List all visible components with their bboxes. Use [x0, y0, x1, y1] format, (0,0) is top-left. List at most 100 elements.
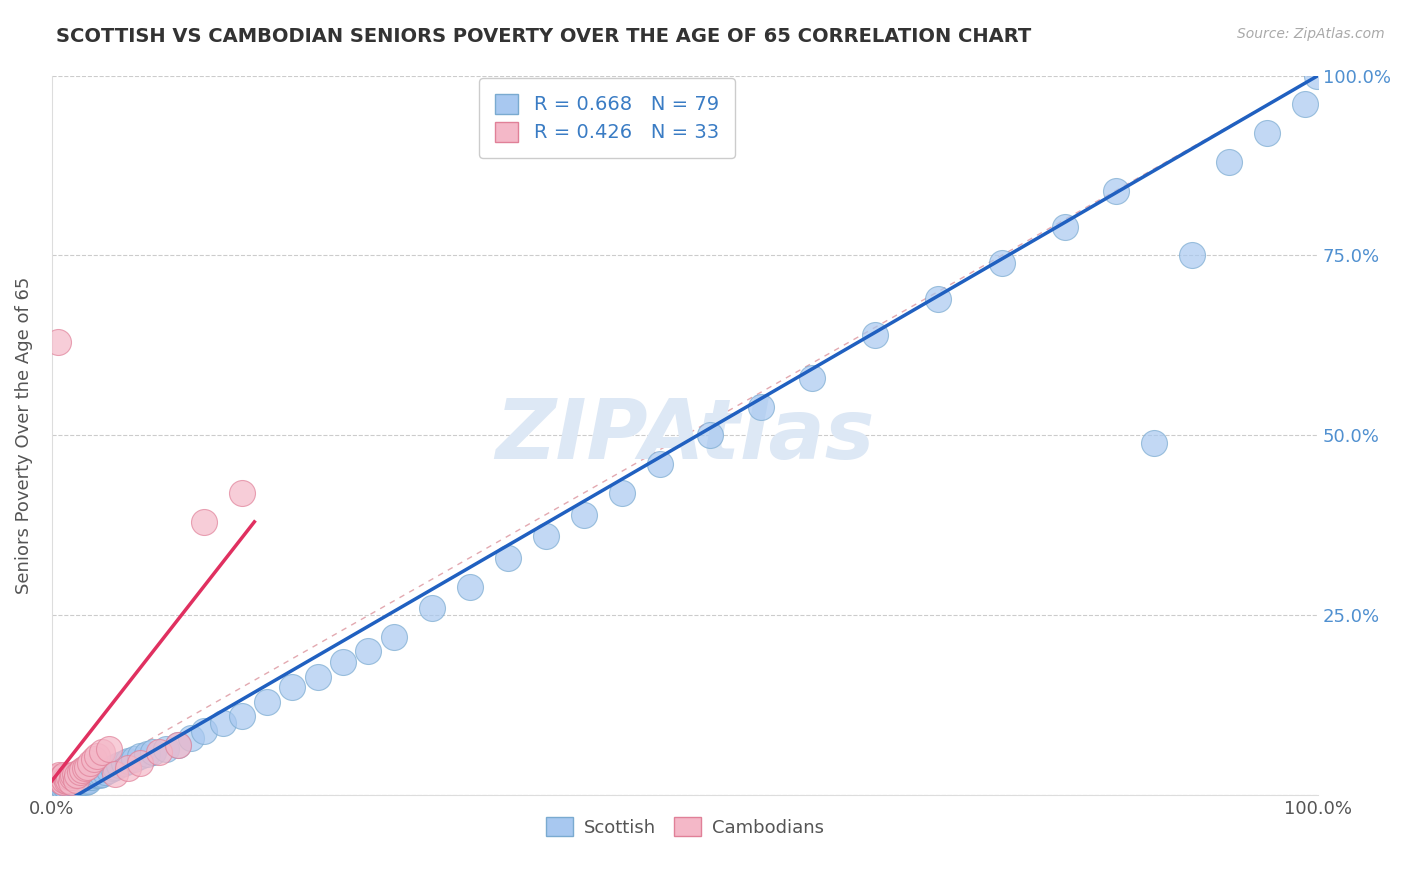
Cambodians: [51, 771, 73, 785]
Scottish: [357, 644, 380, 658]
Scottish: [382, 630, 405, 644]
Scottish: [129, 748, 152, 763]
Scottish: [610, 486, 633, 500]
Cambodians: [58, 771, 80, 785]
Scottish: [77, 774, 100, 789]
Scottish: [60, 774, 83, 789]
Scottish: [49, 778, 72, 792]
Scottish: [66, 778, 89, 792]
Scottish: [58, 778, 80, 792]
Scottish: [231, 709, 253, 723]
Scottish: [55, 775, 77, 789]
Scottish: [180, 731, 202, 745]
Cambodians: [46, 334, 69, 349]
Cambodians: [49, 774, 72, 789]
Scottish: [58, 774, 80, 789]
Scottish: [56, 772, 79, 787]
Cambodians: [148, 745, 170, 759]
Cambodians: [58, 772, 80, 787]
Scottish: [91, 766, 114, 780]
Legend: Scottish, Cambodians: Scottish, Cambodians: [538, 810, 831, 844]
Scottish: [749, 400, 772, 414]
Text: ZIPAtlas: ZIPAtlas: [495, 395, 875, 476]
Scottish: [75, 775, 97, 789]
Scottish: [112, 756, 135, 770]
Scottish: [70, 775, 93, 789]
Cambodians: [69, 765, 91, 780]
Scottish: [73, 771, 96, 785]
Cambodians: [117, 761, 139, 775]
Scottish: [53, 771, 76, 785]
Cambodians: [56, 774, 79, 789]
Y-axis label: Seniors Poverty Over the Age of 65: Seniors Poverty Over the Age of 65: [15, 277, 32, 594]
Scottish: [193, 723, 215, 738]
Scottish: [496, 550, 519, 565]
Scottish: [79, 771, 101, 785]
Scottish: [990, 255, 1012, 269]
Scottish: [420, 601, 443, 615]
Scottish: [94, 765, 117, 780]
Scottish: [927, 292, 949, 306]
Scottish: [167, 738, 190, 752]
Scottish: [76, 772, 98, 787]
Scottish: [1256, 126, 1278, 140]
Scottish: [211, 716, 233, 731]
Cambodians: [60, 771, 83, 785]
Scottish: [281, 681, 304, 695]
Scottish: [572, 508, 595, 522]
Scottish: [66, 768, 89, 782]
Scottish: [72, 774, 94, 789]
Cambodians: [65, 772, 87, 787]
Cambodians: [52, 775, 75, 789]
Scottish: [1104, 184, 1126, 198]
Scottish: [89, 768, 111, 782]
Cambodians: [83, 752, 105, 766]
Cambodians: [63, 766, 86, 780]
Cambodians: [79, 756, 101, 770]
Scottish: [52, 780, 75, 794]
Scottish: [69, 771, 91, 785]
Scottish: [1180, 248, 1202, 262]
Text: SCOTTISH VS CAMBODIAN SENIORS POVERTY OVER THE AGE OF 65 CORRELATION CHART: SCOTTISH VS CAMBODIAN SENIORS POVERTY OV…: [56, 27, 1032, 45]
Scottish: [1295, 97, 1317, 112]
Cambodians: [104, 766, 127, 780]
Scottish: [86, 766, 108, 780]
Cambodians: [66, 768, 89, 782]
Cambodians: [62, 768, 84, 782]
Cambodians: [53, 768, 76, 782]
Cambodians: [129, 756, 152, 770]
Scottish: [142, 745, 165, 759]
Cambodians: [73, 761, 96, 775]
Scottish: [1218, 155, 1240, 169]
Scottish: [59, 775, 82, 789]
Scottish: [1053, 219, 1076, 234]
Scottish: [648, 457, 671, 471]
Scottish: [46, 774, 69, 789]
Scottish: [51, 775, 73, 789]
Scottish: [800, 371, 823, 385]
Scottish: [101, 761, 124, 775]
Cambodians: [59, 775, 82, 789]
Cambodians: [231, 486, 253, 500]
Scottish: [699, 428, 721, 442]
Scottish: [117, 754, 139, 768]
Scottish: [534, 529, 557, 543]
Cambodians: [97, 741, 120, 756]
Scottish: [53, 778, 76, 792]
Scottish: [155, 741, 177, 756]
Scottish: [104, 759, 127, 773]
Cambodians: [91, 745, 114, 759]
Scottish: [1306, 69, 1329, 83]
Cambodians: [70, 763, 93, 777]
Scottish: [458, 580, 481, 594]
Scottish: [122, 752, 145, 766]
Scottish: [97, 763, 120, 777]
Cambodians: [76, 759, 98, 773]
Cambodians: [167, 738, 190, 752]
Text: Source: ZipAtlas.com: Source: ZipAtlas.com: [1237, 27, 1385, 41]
Cambodians: [86, 748, 108, 763]
Scottish: [56, 781, 79, 796]
Scottish: [59, 771, 82, 785]
Scottish: [307, 670, 329, 684]
Scottish: [67, 774, 90, 789]
